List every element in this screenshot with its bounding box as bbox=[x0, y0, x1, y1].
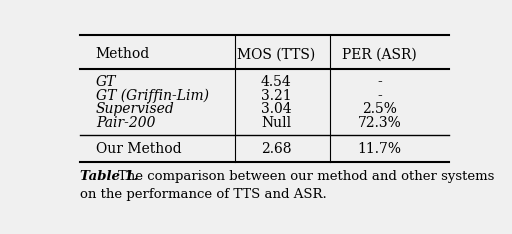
Text: MOS (TTS): MOS (TTS) bbox=[237, 47, 315, 61]
Text: Null: Null bbox=[261, 116, 291, 130]
Text: -: - bbox=[377, 75, 382, 89]
Text: 3.04: 3.04 bbox=[261, 102, 292, 116]
Text: GT (Griffin-Lim): GT (Griffin-Lim) bbox=[96, 88, 209, 103]
Text: 4.54: 4.54 bbox=[261, 75, 292, 89]
Text: -: - bbox=[377, 89, 382, 103]
Text: GT: GT bbox=[96, 75, 116, 89]
Text: 11.7%: 11.7% bbox=[357, 142, 401, 156]
Text: 2.68: 2.68 bbox=[261, 142, 291, 156]
Text: Table 1.: Table 1. bbox=[80, 170, 138, 183]
Text: Supervised: Supervised bbox=[96, 102, 175, 116]
Text: 72.3%: 72.3% bbox=[357, 116, 401, 130]
Text: on the performance of TTS and ASR.: on the performance of TTS and ASR. bbox=[80, 188, 327, 201]
Text: PER (ASR): PER (ASR) bbox=[342, 47, 417, 61]
Text: 2.5%: 2.5% bbox=[362, 102, 397, 116]
Text: Pair-200: Pair-200 bbox=[96, 116, 155, 130]
Text: 3.21: 3.21 bbox=[261, 89, 292, 103]
Text: Method: Method bbox=[96, 47, 150, 61]
Text: Our Method: Our Method bbox=[96, 142, 181, 156]
Text: The comparison between our method and other systems: The comparison between our method and ot… bbox=[118, 170, 495, 183]
